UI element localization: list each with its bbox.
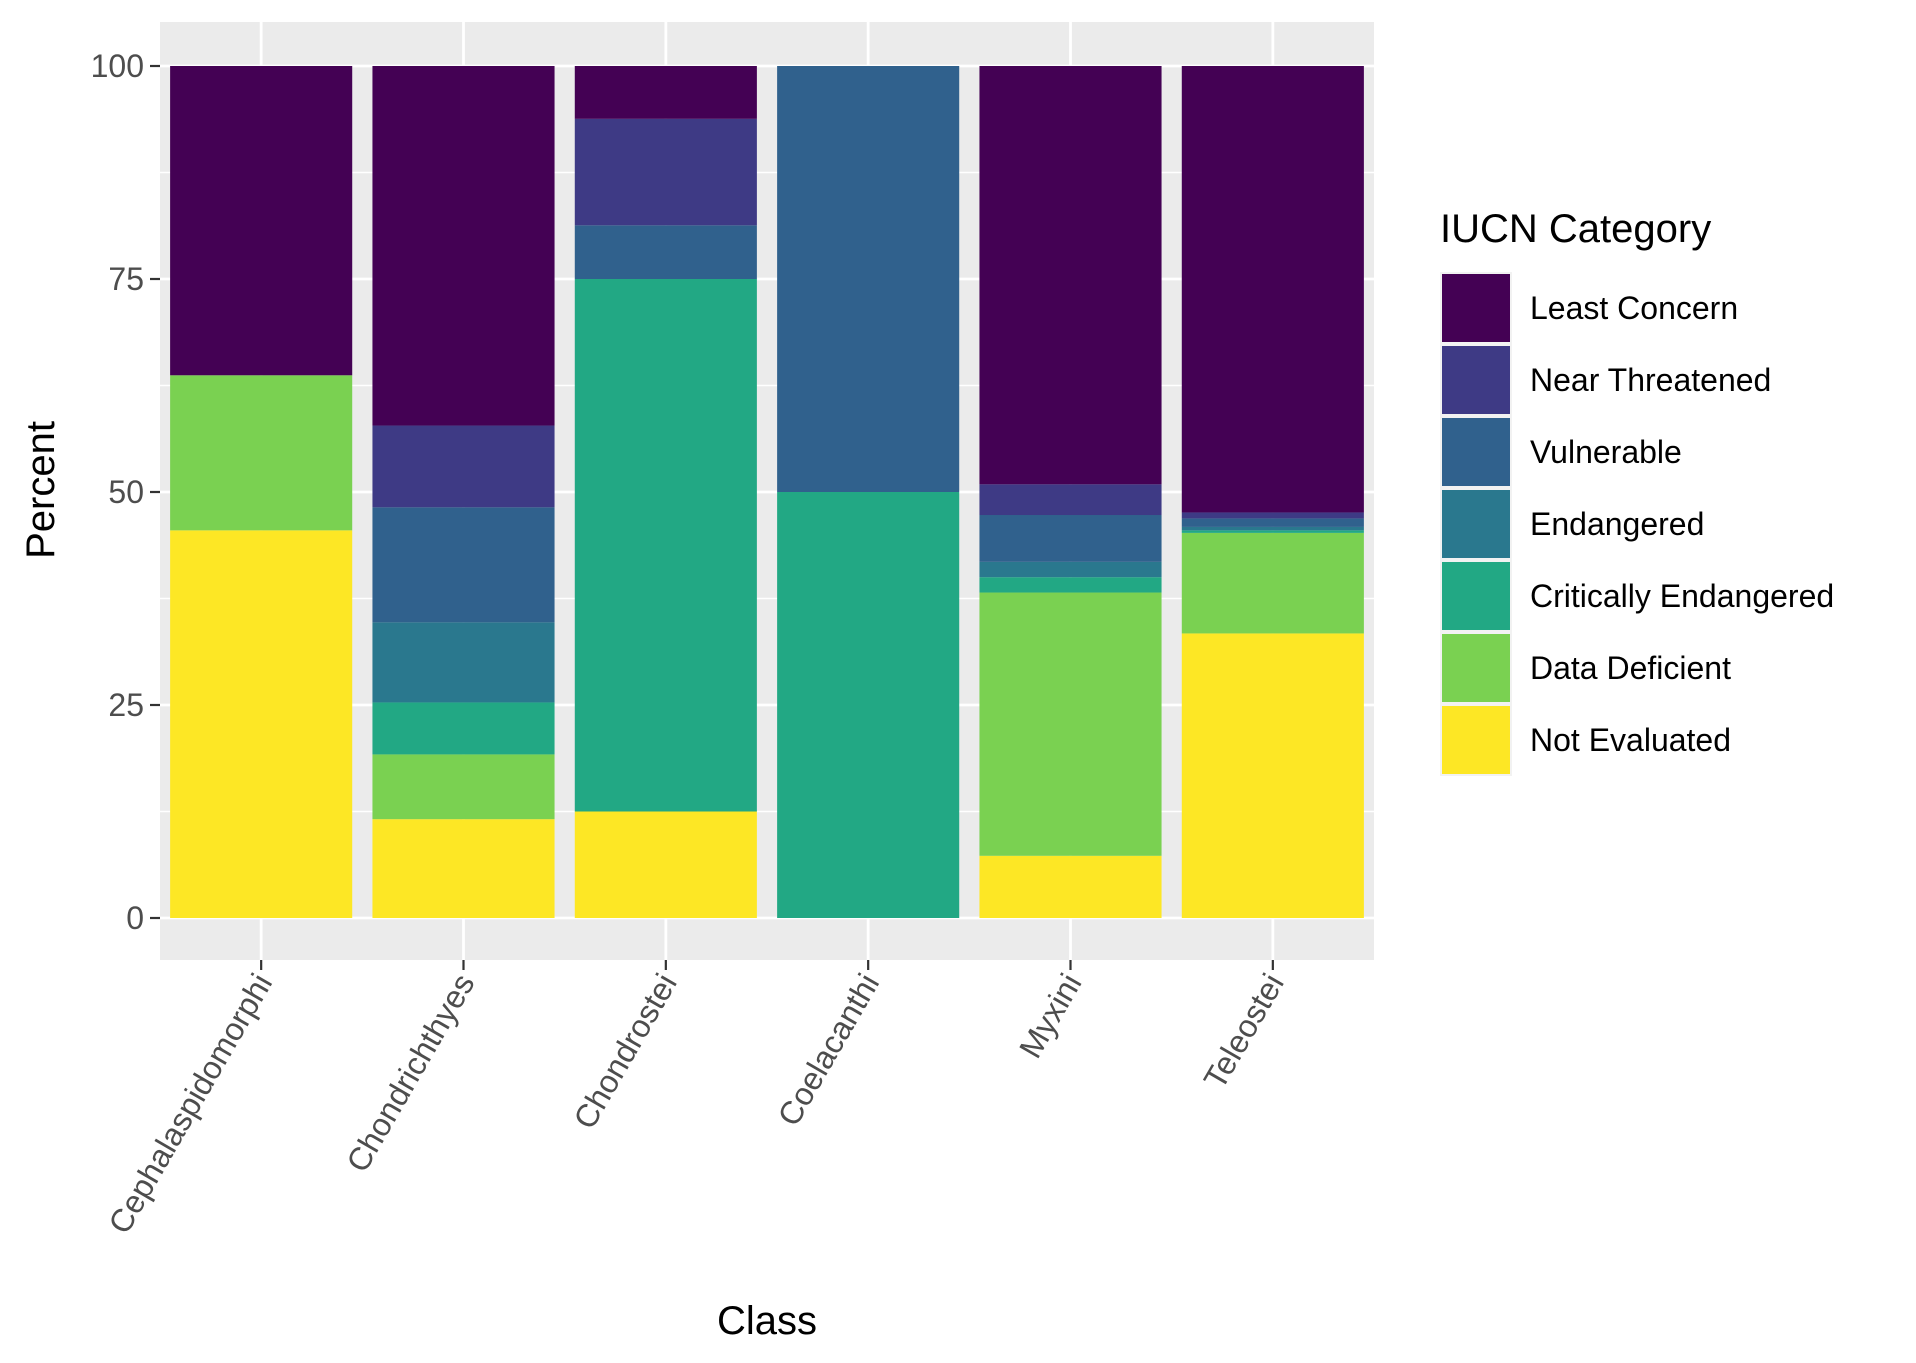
bar-segment [372,819,555,918]
x-tick-label: Chondrostei [566,968,683,1135]
x-tick-label: Teleostei [1197,968,1291,1095]
bar-segment [979,577,1162,593]
bar-segment [777,66,960,492]
bar-segment [574,118,757,226]
legend-label: Vulnerable [1530,434,1682,470]
bar-segment [372,622,555,703]
x-tick-label: Cephalaspidomorphi [101,968,279,1240]
bar-segment [170,66,353,376]
bar-segment [979,515,1162,562]
bar-segment [574,225,757,279]
legend-key [1442,706,1510,774]
bar-segment [1181,633,1364,918]
x-axis-title: Class [717,1299,817,1343]
legend-label: Not Evaluated [1530,722,1731,758]
bar-segment [170,375,353,531]
bar-segment [372,66,555,426]
bar-segment [1181,532,1364,634]
legend-title: IUCN Category [1440,207,1711,251]
bar-segment [979,484,1162,516]
bar-segment [574,811,757,918]
legend: Least Concern Near Threatened Vulnerable En… [1440,272,1834,776]
y-axis-title: Percent [19,421,63,559]
x-tick-label: Coelacanthi [771,968,887,1132]
legend-label: Near Threatened [1530,362,1771,398]
y-tick-label: 0 [126,900,144,936]
y-tick-label: 100 [91,48,144,84]
bar-segment [372,754,555,820]
legend-label: Critically Endangered [1530,578,1834,614]
legend-key [1442,562,1510,630]
bar-segment [574,279,757,812]
x-tick-label: Myxini [1012,968,1089,1065]
bar-segment [777,492,960,918]
bar-segment [1181,526,1364,531]
y-tick-label: 25 [108,687,144,723]
bar-segment [979,855,1162,918]
bar-segment [170,530,353,918]
bar-segment [1181,530,1364,533]
legend-label: Least Concern [1530,290,1738,326]
bar-segment [372,507,555,623]
bar-segment [1181,512,1364,519]
legend-key [1442,418,1510,486]
x-tick-label: Chondrichthyes [339,968,481,1179]
bar-segment [979,66,1162,485]
bar-segment [979,592,1162,856]
legend-label: Endangered [1530,506,1704,542]
legend-label: Data Deficient [1530,650,1731,686]
bars [170,66,1364,918]
legend-key [1442,634,1510,702]
legend-key [1442,490,1510,558]
legend-key [1442,346,1510,414]
bar-segment [372,425,555,508]
y-tick-label: 50 [108,474,144,510]
y-tick-label: 75 [108,261,144,297]
bar-segment [1181,66,1364,513]
legend-key [1442,274,1510,342]
bar-segment [1181,518,1364,527]
bar-segment [979,561,1162,578]
bar-segment [372,702,555,755]
bar-segment [574,66,757,119]
